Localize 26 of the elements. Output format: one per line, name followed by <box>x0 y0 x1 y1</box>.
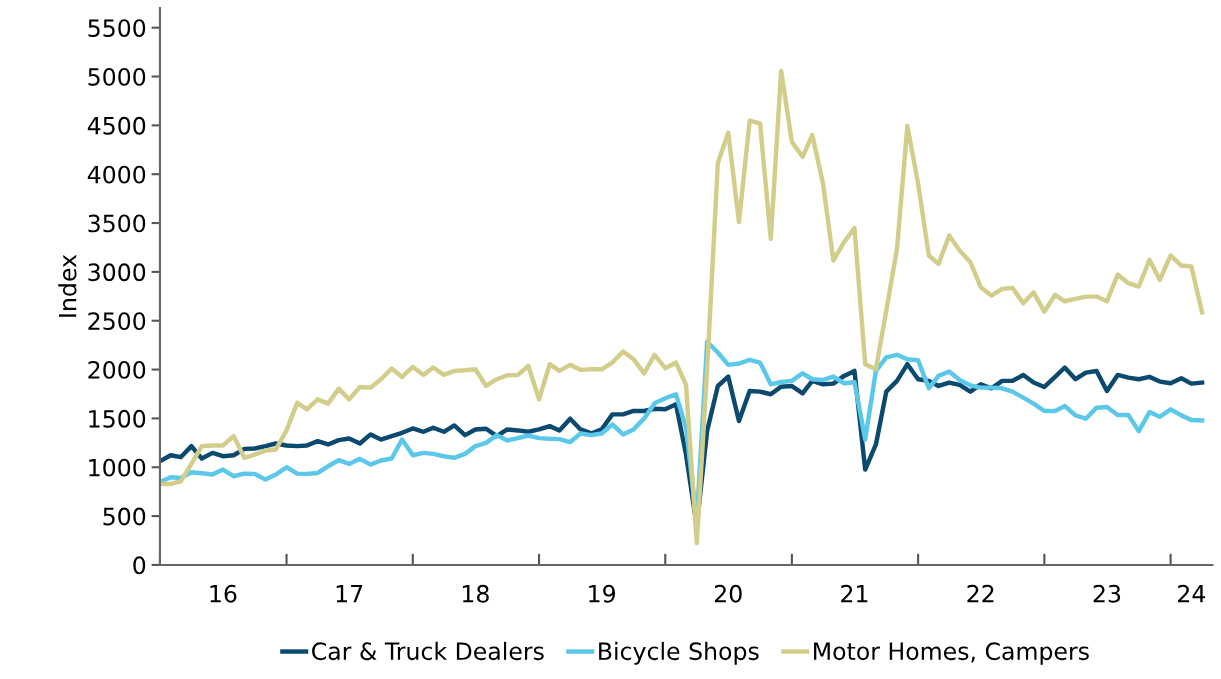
x-tick-label: 20 <box>714 584 742 603</box>
y-tick-label: 1000 <box>89 458 146 477</box>
legend-label: Motor Homes, Campers <box>814 642 1089 665</box>
y-tick-label: 1500 <box>89 409 146 428</box>
legend-label: Bicycle Shops <box>599 641 759 665</box>
x-tick-label: 18 <box>462 584 489 603</box>
x-tick-label: 23 <box>1093 584 1121 603</box>
y-tick-label: 4000 <box>87 165 146 184</box>
y-tick-label: 3000 <box>88 263 146 282</box>
x-tick-label: 24 <box>1178 584 1206 603</box>
y-tick-label: 5000 <box>88 67 146 86</box>
y-tick-label: 2500 <box>88 312 146 331</box>
x-tick-label: 21 <box>841 584 868 603</box>
y-tick-label: 0 <box>133 556 146 575</box>
y-tick-label: 5500 <box>88 19 146 37</box>
y-tick-label: 500 <box>103 507 146 526</box>
legend-label: Car & Truck Dealers <box>312 641 544 661</box>
y-tick-label: 4500 <box>87 116 146 135</box>
x-tick-label: 22 <box>967 584 994 603</box>
y-tick-label: 3500 <box>88 214 146 233</box>
y-axis-title: Index <box>58 254 77 317</box>
y-tick-label: 2000 <box>88 361 146 379</box>
x-tick-label: 17 <box>336 585 363 603</box>
line-series <box>159 68 1205 546</box>
x-tick-label: 16 <box>210 584 237 603</box>
x-tick-label: 19 <box>589 584 615 603</box>
